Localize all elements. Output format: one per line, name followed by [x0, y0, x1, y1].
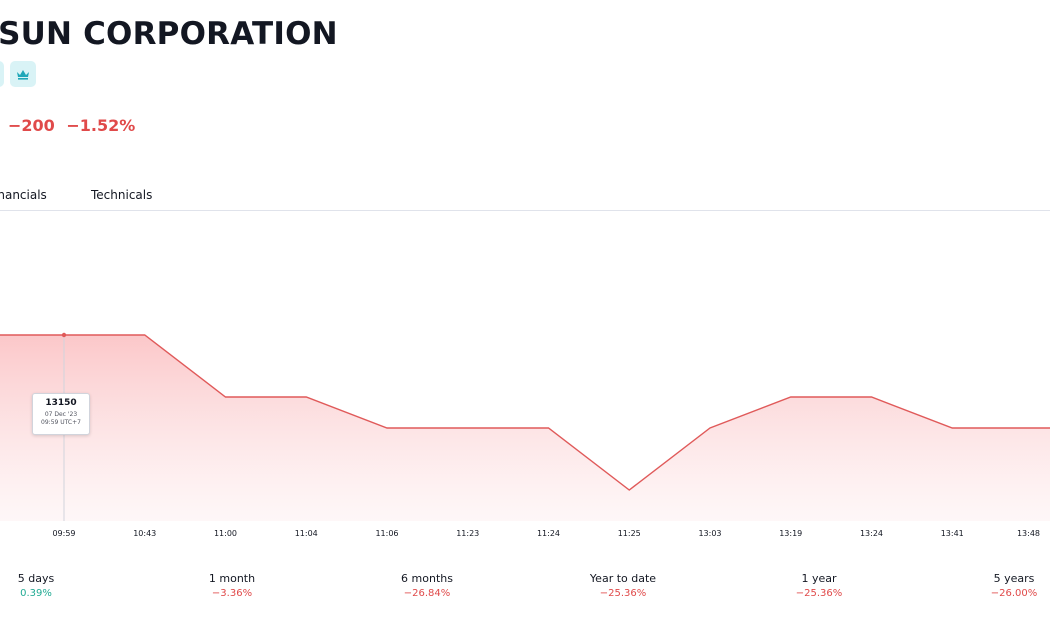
change-absolute: −200 [8, 116, 55, 135]
period-5-years[interactable]: 5 years −26.00% [954, 572, 1050, 599]
price-chart[interactable]: 09:59 10:43 11:00 11:04 11:06 11:23 11:24 11:25… [0, 211, 1050, 546]
period-1-month[interactable]: 1 month −3.36% [172, 572, 292, 599]
x-tick-label: 11:04 [295, 529, 318, 538]
badge-partial[interactable] [0, 61, 4, 87]
period-value: −26.00% [990, 588, 1038, 599]
period-value: 0.39% [20, 588, 52, 599]
period-label: 5 days [17, 572, 55, 585]
x-tick-label: 10:43 [133, 529, 156, 538]
tab-technicals[interactable]: Technicals [91, 188, 153, 202]
x-tick-label: 09:59 [52, 529, 75, 538]
company-name: SUN CORPORATION [0, 16, 338, 52]
crown-badge[interactable] [10, 61, 36, 87]
x-tick-label: 11:00 [214, 529, 237, 538]
period-year-to-date[interactable]: Year to date −25.36% [563, 572, 683, 599]
page-title: M SUN CORPORATION [0, 16, 338, 52]
price-change: −200 −1.52% [8, 116, 141, 135]
crown-icon [17, 70, 29, 80]
chart-price-line [0, 334, 1050, 491]
tooltip-time: 09:59 UTC+7 [41, 419, 81, 426]
period-label: 6 months [401, 572, 453, 585]
tab-financials[interactable]: Financials [0, 188, 47, 202]
period-5-days[interactable]: 5 days 0.39% [0, 572, 96, 599]
crosshair-point [61, 332, 67, 338]
x-tick-label: 13:41 [941, 529, 964, 538]
period-label: 1 year [801, 572, 837, 585]
period-label: Year to date [589, 572, 657, 585]
period-label: 5 years [993, 572, 1035, 585]
x-tick-label: 11:23 [456, 529, 479, 538]
x-tick-label: 13:24 [860, 529, 883, 538]
performance-periods: 5 days 0.39% 1 month −3.36% 6 months −26… [0, 572, 1050, 612]
x-tick-label: 11:25 [618, 529, 641, 538]
price-tooltip: 13150 07 Dec '23 09:59 UTC+7 [32, 393, 90, 435]
tooltip-date: 07 Dec '23 [44, 411, 78, 418]
x-tick-label: 11:24 [537, 529, 560, 538]
period-value: −25.36% [599, 588, 647, 599]
x-tick-label: 13:03 [698, 529, 721, 538]
period-value: −25.36% [795, 588, 843, 599]
period-value: −26.84% [403, 588, 451, 599]
tab-bar: Financials Technicals [0, 186, 1050, 211]
tooltip-price: 13150 [45, 398, 77, 408]
x-axis-ticks: 09:59 10:43 11:00 11:04 11:06 11:23 11:24 11:25… [52, 529, 1040, 538]
period-1-year[interactable]: 1 year −25.36% [759, 572, 879, 599]
x-tick-label: 13:19 [779, 529, 802, 538]
change-percent: −1.52% [66, 116, 136, 135]
x-tick-label: 13:48 [1017, 529, 1040, 538]
period-6-months[interactable]: 6 months −26.84% [367, 572, 487, 599]
period-label: 1 month [208, 572, 256, 585]
x-tick-label: 11:06 [375, 529, 398, 538]
period-value: −3.36% [211, 588, 253, 599]
